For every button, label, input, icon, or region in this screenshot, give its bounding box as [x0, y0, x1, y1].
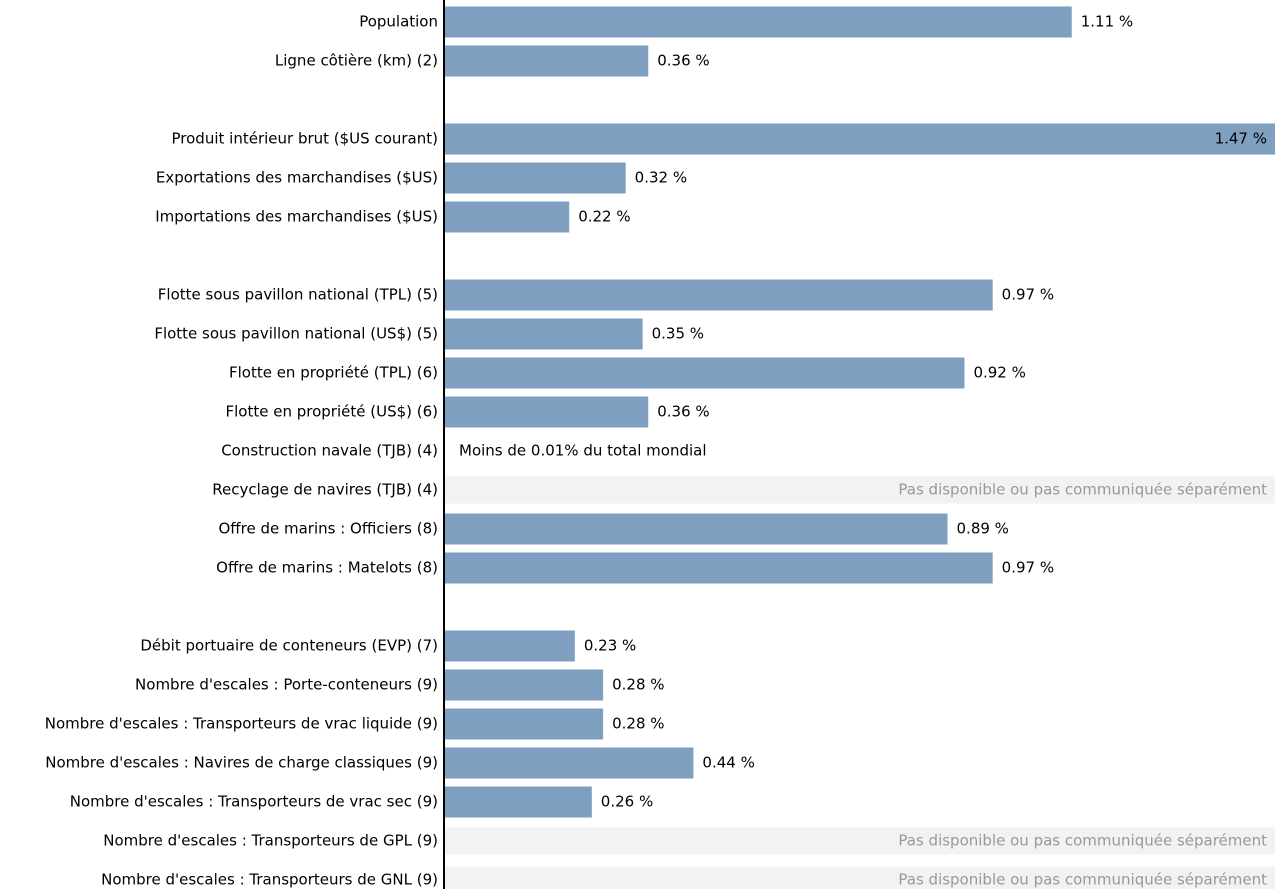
bar — [445, 279, 993, 311]
value-label: 0.35 % — [652, 325, 704, 343]
bar — [445, 513, 948, 545]
bar — [445, 630, 575, 662]
value-label: 0.26 % — [601, 793, 653, 811]
value-label: 0.44 % — [702, 754, 754, 772]
bar — [445, 45, 649, 77]
value-label: 0.28 % — [612, 676, 664, 694]
bar — [445, 6, 1072, 38]
bar — [445, 708, 604, 740]
category-label: Nombre d'escales : Porte-conteneurs (9) — [135, 676, 438, 694]
unavailable-background — [445, 476, 1275, 504]
bar — [445, 786, 592, 818]
bar — [445, 552, 993, 584]
bar — [445, 162, 626, 194]
category-label: Nombre d'escales : Navires de charge cla… — [45, 754, 438, 772]
category-label: Importations des marchandises ($US) — [155, 208, 438, 226]
value-label: 0.36 % — [657, 52, 709, 70]
category-label: Population — [359, 13, 438, 31]
bar — [445, 201, 570, 233]
note: Pas disponible ou pas communiquée séparé… — [898, 481, 1267, 499]
value-label: 0.97 % — [1002, 559, 1054, 577]
value-label: 0.36 % — [657, 403, 709, 421]
category-label: Offre de marins : Officiers (8) — [219, 520, 439, 538]
category-label: Débit portuaire de conteneurs (EVP) (7) — [140, 637, 438, 655]
bar — [445, 669, 604, 701]
value-label: 0.28 % — [612, 715, 664, 733]
bar — [445, 357, 965, 389]
note: Pas disponible ou pas communiquée séparé… — [898, 871, 1267, 889]
note: Pas disponible ou pas communiquée séparé… — [898, 832, 1267, 850]
category-label: Nombre d'escales : Transporteurs de GNL … — [101, 871, 438, 889]
category-label: Ligne côtière (km) (2) — [275, 52, 438, 70]
category-label: Flotte sous pavillon national (US$) (5) — [154, 325, 438, 343]
value-label: 0.92 % — [973, 364, 1025, 382]
value-label: 1.11 % — [1081, 13, 1133, 31]
category-label: Nombre d'escales : Transporteurs de GPL … — [103, 832, 438, 850]
value-label: 0.32 % — [635, 169, 687, 187]
category-label: Nombre d'escales : Transporteurs de vrac… — [45, 715, 438, 733]
bar — [445, 747, 694, 779]
bar — [445, 396, 649, 428]
category-label: Exportations des marchandises ($US) — [156, 169, 438, 187]
category-label: Nombre d'escales : Transporteurs de vrac… — [70, 793, 438, 811]
unavailable-background — [445, 827, 1275, 855]
category-label: Flotte en propriété (US$) (6) — [226, 403, 439, 421]
category-label: Recyclage de navires (TJB) (4) — [212, 481, 438, 499]
value-label: 0.89 % — [957, 520, 1009, 538]
category-label: Flotte sous pavillon national (TPL) (5) — [158, 286, 438, 304]
unavailable-background — [445, 866, 1275, 889]
value-label: 1.47 % — [1215, 130, 1267, 148]
category-label: Offre de marins : Matelots (8) — [216, 559, 438, 577]
note: Moins de 0.01% du total mondial — [459, 442, 707, 460]
category-label: Flotte en propriété (TPL) (6) — [229, 364, 438, 382]
value-label: 0.97 % — [1002, 286, 1054, 304]
bar — [445, 123, 1275, 155]
value-label: 0.22 % — [578, 208, 630, 226]
value-label: 0.23 % — [584, 637, 636, 655]
category-label: Produit intérieur brut ($US courant) — [172, 130, 438, 148]
bar — [445, 318, 643, 350]
category-label: Construction navale (TJB) (4) — [221, 442, 438, 460]
